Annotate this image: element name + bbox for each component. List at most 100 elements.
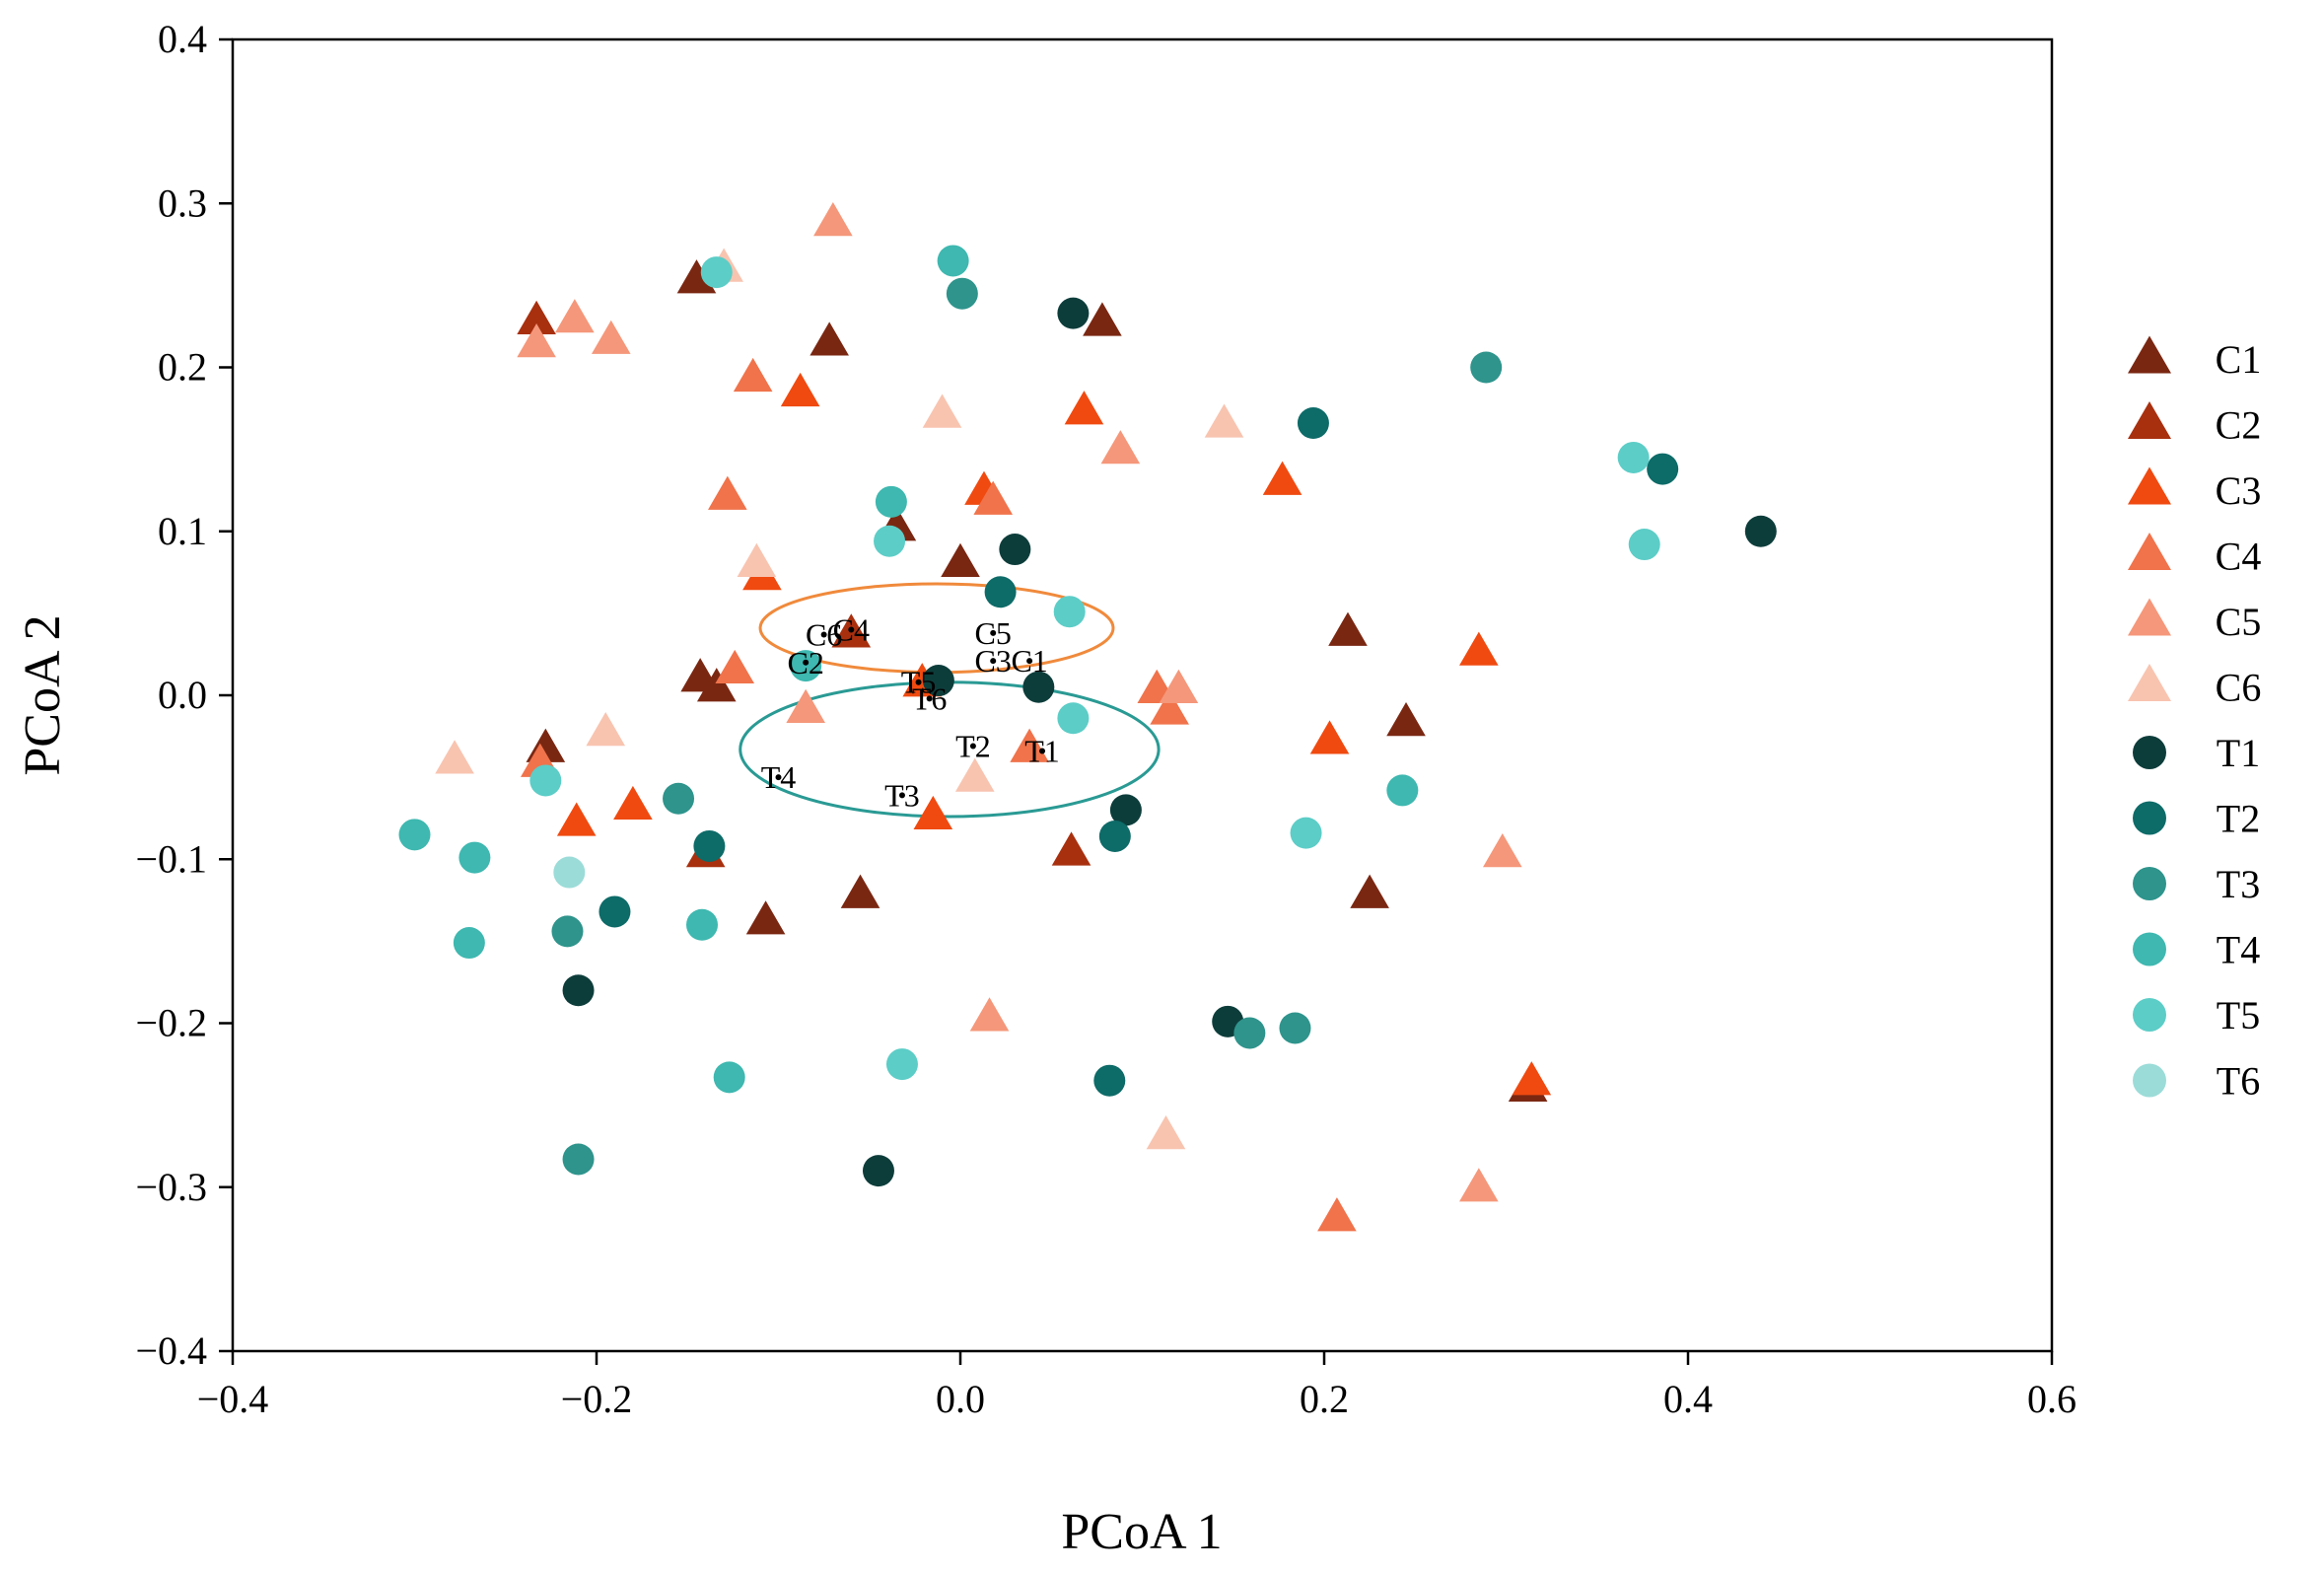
point-c5 xyxy=(1159,669,1199,704)
point-c3 xyxy=(1459,631,1499,666)
point-t1 xyxy=(562,974,595,1007)
centroid-dot-t1 xyxy=(1039,748,1046,754)
legend-label-c1: C1 xyxy=(2216,337,2262,382)
point-t2 xyxy=(599,895,631,928)
point-c5 xyxy=(591,320,631,354)
point-c1 xyxy=(810,322,849,356)
point-t2 xyxy=(1647,453,1679,485)
point-c4 xyxy=(973,480,1014,515)
point-t2 xyxy=(693,829,726,862)
point-c1 xyxy=(676,259,717,294)
point-t5 xyxy=(874,525,906,557)
point-c1 xyxy=(941,542,980,577)
point-c6 xyxy=(1146,1115,1186,1150)
point-t5 xyxy=(1290,817,1322,849)
centroid-dot-t2 xyxy=(969,743,976,750)
point-c6 xyxy=(1204,403,1244,438)
legend-marker-c5 xyxy=(2128,598,2171,636)
centroid-label-t5: T5 xyxy=(901,665,937,700)
legend-marker-c4 xyxy=(2128,532,2171,570)
centroid-label-t6: T6 xyxy=(912,680,948,716)
point-c4 xyxy=(1150,690,1189,725)
centroid-dot-t4 xyxy=(775,774,782,781)
centroid-label-c3: C3 xyxy=(975,643,1012,679)
point-c4 xyxy=(715,649,755,684)
centroid-label-t1: T1 xyxy=(1024,734,1060,769)
point-t1 xyxy=(1109,794,1142,826)
point-t5 xyxy=(1628,529,1660,561)
point-t4 xyxy=(875,485,907,518)
point-t1 xyxy=(862,1155,894,1187)
point-c1 xyxy=(1350,874,1389,908)
legend-label-t5: T5 xyxy=(2217,993,2260,1037)
legend-label-t1: T1 xyxy=(2217,731,2260,775)
point-t4 xyxy=(1386,774,1419,807)
y-tick-label: −0.4 xyxy=(135,1328,207,1373)
centroid-label-c1: C1 xyxy=(1011,643,1047,679)
point-c3 xyxy=(913,795,953,830)
point-c3 xyxy=(556,802,597,836)
centroid-dot-t5 xyxy=(915,679,922,685)
legend-marker-c3 xyxy=(2128,466,2171,505)
legend-marker-c1 xyxy=(2128,335,2171,374)
point-t1 xyxy=(1744,515,1777,547)
point-t6 xyxy=(553,856,586,889)
point-c2 xyxy=(1051,831,1092,866)
centroid-label-c5: C5 xyxy=(975,615,1012,651)
point-t5 xyxy=(1053,596,1086,628)
legend-marker-t4 xyxy=(2133,932,2166,966)
x-tick-label: −0.4 xyxy=(197,1377,269,1421)
centroid-dot-t6 xyxy=(926,695,933,702)
x-tick-label: 0.6 xyxy=(2027,1377,2077,1421)
y-axis: −0.4 −0.3 −0.2 −0.1 0.0 0.1 0.2 0.3 0.4 xyxy=(135,17,233,1373)
point-t1 xyxy=(1057,297,1090,329)
y-tick-label: −0.3 xyxy=(135,1165,207,1209)
centroid-dot-c1 xyxy=(1026,658,1033,665)
centroid-label-t2: T2 xyxy=(955,729,991,764)
legend-label-t2: T2 xyxy=(2217,797,2260,841)
y-tick-label: −0.1 xyxy=(135,836,207,881)
point-c1 xyxy=(745,900,786,935)
legend-label-c2: C2 xyxy=(2216,403,2262,448)
legend-marker-c6 xyxy=(2128,663,2171,701)
legend: C1 C2 C3 C4 C5 C6 T1 T2 T3 T4 T5 T6 xyxy=(2128,335,2262,1104)
centroid-label-c4: C4 xyxy=(833,612,870,648)
point-t3 xyxy=(1279,1012,1311,1044)
point-c4 xyxy=(1317,1197,1357,1232)
point-c2 xyxy=(517,300,556,334)
centroid-dot-c4 xyxy=(848,626,855,633)
point-t1 xyxy=(999,534,1031,566)
point-c3 xyxy=(613,785,653,821)
point-c5 xyxy=(1459,1168,1499,1202)
x-tick-label: 0.2 xyxy=(1300,1377,1349,1421)
point-t2 xyxy=(1098,820,1131,852)
point-c5 xyxy=(555,299,595,333)
point-t5 xyxy=(1057,702,1090,735)
point-t2 xyxy=(984,576,1017,608)
point-c1 xyxy=(1083,302,1122,336)
point-c3 xyxy=(1309,720,1350,754)
point-c4 xyxy=(1010,728,1049,762)
legend-marker-c2 xyxy=(2128,400,2171,439)
point-c5 xyxy=(813,201,853,237)
legend-marker-t3 xyxy=(2133,867,2166,900)
x-tick-label: 0.4 xyxy=(1663,1377,1713,1421)
point-t3 xyxy=(551,915,584,948)
y-axis-label: PCoA 2 xyxy=(15,614,71,775)
point-t4 xyxy=(686,908,719,941)
point-c3 xyxy=(1512,1061,1552,1096)
points-layer xyxy=(398,201,1777,1232)
legend-marker-t6 xyxy=(2133,1063,2166,1098)
centroid-dot-c5 xyxy=(990,629,997,636)
point-t5 xyxy=(700,256,733,289)
point-t4 xyxy=(458,841,491,874)
point-t4 xyxy=(937,245,969,277)
point-t2 xyxy=(1297,407,1329,440)
legend-label-c6: C6 xyxy=(2216,666,2262,710)
centroid-dot-c2 xyxy=(803,659,810,666)
point-c6 xyxy=(737,542,777,577)
point-c1 xyxy=(696,668,737,702)
x-axis-label: PCoA 1 xyxy=(1061,1504,1222,1560)
